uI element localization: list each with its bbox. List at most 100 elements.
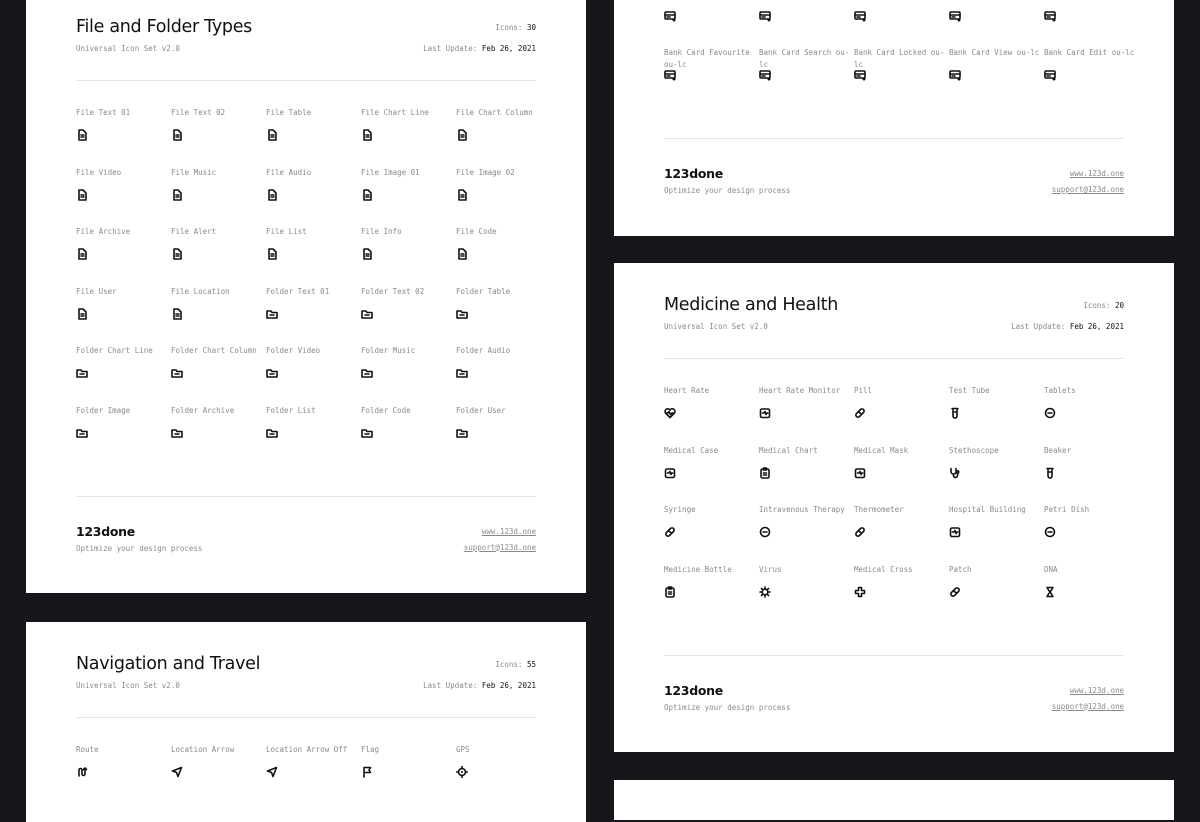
file-info-icon[interactable] [361,248,373,260]
file-image-icon[interactable] [456,188,468,201]
website-link[interactable]: www.123d.one [1069,685,1124,695]
icon-tile[interactable]: Folder Code [361,405,456,465]
icon-tile[interactable]: Tablets [1044,385,1139,445]
gps-icon[interactable] [456,766,468,778]
bank-card-favourite-icon[interactable] [664,69,676,81]
route-icon[interactable] [76,766,88,778]
folder-video-icon[interactable] [266,367,278,379]
icon-tile[interactable]: File Alert [171,226,266,286]
website-link[interactable]: www.123d.one [1069,169,1124,178]
support-email-link[interactable]: support@123d.one [1051,701,1124,711]
icon-tile[interactable]: File Archive [76,226,171,286]
icon-tile[interactable]: Thermometer [854,504,949,564]
icon-tile[interactable]: Folder Image [76,405,171,465]
icon-tile[interactable]: Bank Card Edit ou-lc [1044,47,1139,107]
location-arrow-off-icon[interactable] [266,766,278,778]
icon-tile[interactable]: Location Arrow Off [266,744,361,804]
folder-chart-column-icon[interactable] [171,367,183,379]
icon-tile[interactable]: File Chart Column [456,107,551,167]
medical-chart-icon[interactable] [759,466,771,479]
file-video-icon[interactable] [76,188,88,201]
icon-tile[interactable]: Hospital Building [949,504,1044,564]
icon-tile[interactable]: Bank Card View ou-lc [949,47,1044,107]
file-text-icon[interactable] [171,129,183,141]
icon-tile[interactable]: Folder Audio [456,345,551,405]
file-alert-icon[interactable] [171,248,183,260]
file-location-icon[interactable] [171,307,183,320]
bank-card-search-icon[interactable] [759,69,771,81]
bank-card-icon[interactable] [1044,10,1056,22]
icon-tile[interactable]: GPS [456,744,551,804]
folder-text-icon[interactable] [361,308,373,320]
thermometer-icon[interactable] [854,526,866,538]
icon-tile[interactable]: Medical Cross [854,564,949,624]
heart-rate-monitor-icon[interactable] [759,407,771,419]
icon-tile[interactable]: Route [76,744,171,804]
bank-card-edit-icon[interactable] [1044,69,1056,81]
icon-tile[interactable]: Folder List [266,405,361,465]
icon-tile[interactable]: Folder Chart Column [171,345,266,405]
icon-tile[interactable]: Folder Video [266,345,361,405]
file-image-icon[interactable] [361,188,373,201]
syringe-icon[interactable] [664,526,676,538]
icon-tile[interactable]: ou-lc [759,0,854,47]
folder-archive-icon[interactable] [171,427,183,439]
folder-audio-icon[interactable] [456,367,468,379]
bank-card-icon[interactable] [664,10,676,22]
icon-tile[interactable]: Pill [854,385,949,445]
bank-card-view-icon[interactable] [949,69,961,81]
icon-tile[interactable]: Folder User [456,405,551,465]
icon-tile[interactable]: Medical Chart [759,445,854,505]
icon-tile[interactable]: File Info [361,226,456,286]
icon-tile[interactable]: File Music [171,167,266,227]
icon-tile[interactable]: Bank Card Search ou-lc [759,47,854,107]
icon-tile[interactable]: Syringe [664,504,759,564]
test-tube-icon[interactable] [949,407,961,419]
hospital-building-icon[interactable] [949,526,961,538]
bank-card-icon[interactable] [854,10,866,22]
icon-tile[interactable]: Medical Case [664,445,759,505]
file-music-icon[interactable] [171,188,183,201]
icon-tile[interactable]: File Code [456,226,551,286]
icon-tile[interactable]: Heart Rate [664,385,759,445]
icon-tile[interactable]: Folder Chart Line [76,345,171,405]
icon-tile[interactable]: File List [266,226,361,286]
file-chart-column-icon[interactable] [456,129,468,141]
folder-table-icon[interactable] [456,308,468,320]
icon-tile[interactable]: Medicine Bottle [664,564,759,624]
icon-tile[interactable]: File Chart Line [361,107,456,167]
medical-case-icon[interactable] [664,467,676,479]
icon-tile[interactable]: File Text 02 [171,107,266,167]
stethoscope-icon[interactable] [949,467,961,479]
icon-tile[interactable]: Folder Text 01 [266,286,361,346]
icon-tile[interactable]: Bank Card Favourite ou-lc [664,47,759,107]
folder-image-icon[interactable] [76,427,88,439]
file-audio-icon[interactable] [266,188,278,201]
icon-tile[interactable]: Folder Text 02 [361,286,456,346]
icon-tile[interactable]: File Image 02 [456,167,551,227]
file-text-icon[interactable] [76,129,88,141]
icon-tile[interactable]: File Text 01 [76,107,171,167]
icon-tile[interactable]: Flag [361,744,456,804]
file-table-icon[interactable] [266,129,278,141]
icon-tile[interactable]: ou-lc [854,0,949,47]
icon-tile[interactable]: Intravenous Therapy [759,504,854,564]
folder-code-icon[interactable] [361,427,373,439]
file-chart-line-icon[interactable] [361,129,373,141]
pill-icon[interactable] [854,407,866,419]
icon-tile[interactable]: Heart Rate Monitor [759,385,854,445]
dna-icon[interactable] [1044,586,1056,598]
icon-tile[interactable]: Beaker [1044,445,1139,505]
support-email-link[interactable]: support@123d.one [463,542,536,552]
location-arrow-icon[interactable] [171,766,183,778]
folder-user-icon[interactable] [456,427,468,439]
icon-tile[interactable]: DNA [1044,564,1139,624]
icon-tile[interactable]: Folder Music [361,345,456,405]
folder-music-icon[interactable] [361,367,373,379]
icon-tile[interactable]: File Location [171,286,266,346]
heart-rate-icon[interactable] [664,407,676,419]
icon-tile[interactable]: Test Tube [949,385,1044,445]
icon-tile[interactable]: Patch [949,564,1044,624]
folder-list-icon[interactable] [266,427,278,439]
support-email-link[interactable]: support@123d.one [1051,185,1124,194]
